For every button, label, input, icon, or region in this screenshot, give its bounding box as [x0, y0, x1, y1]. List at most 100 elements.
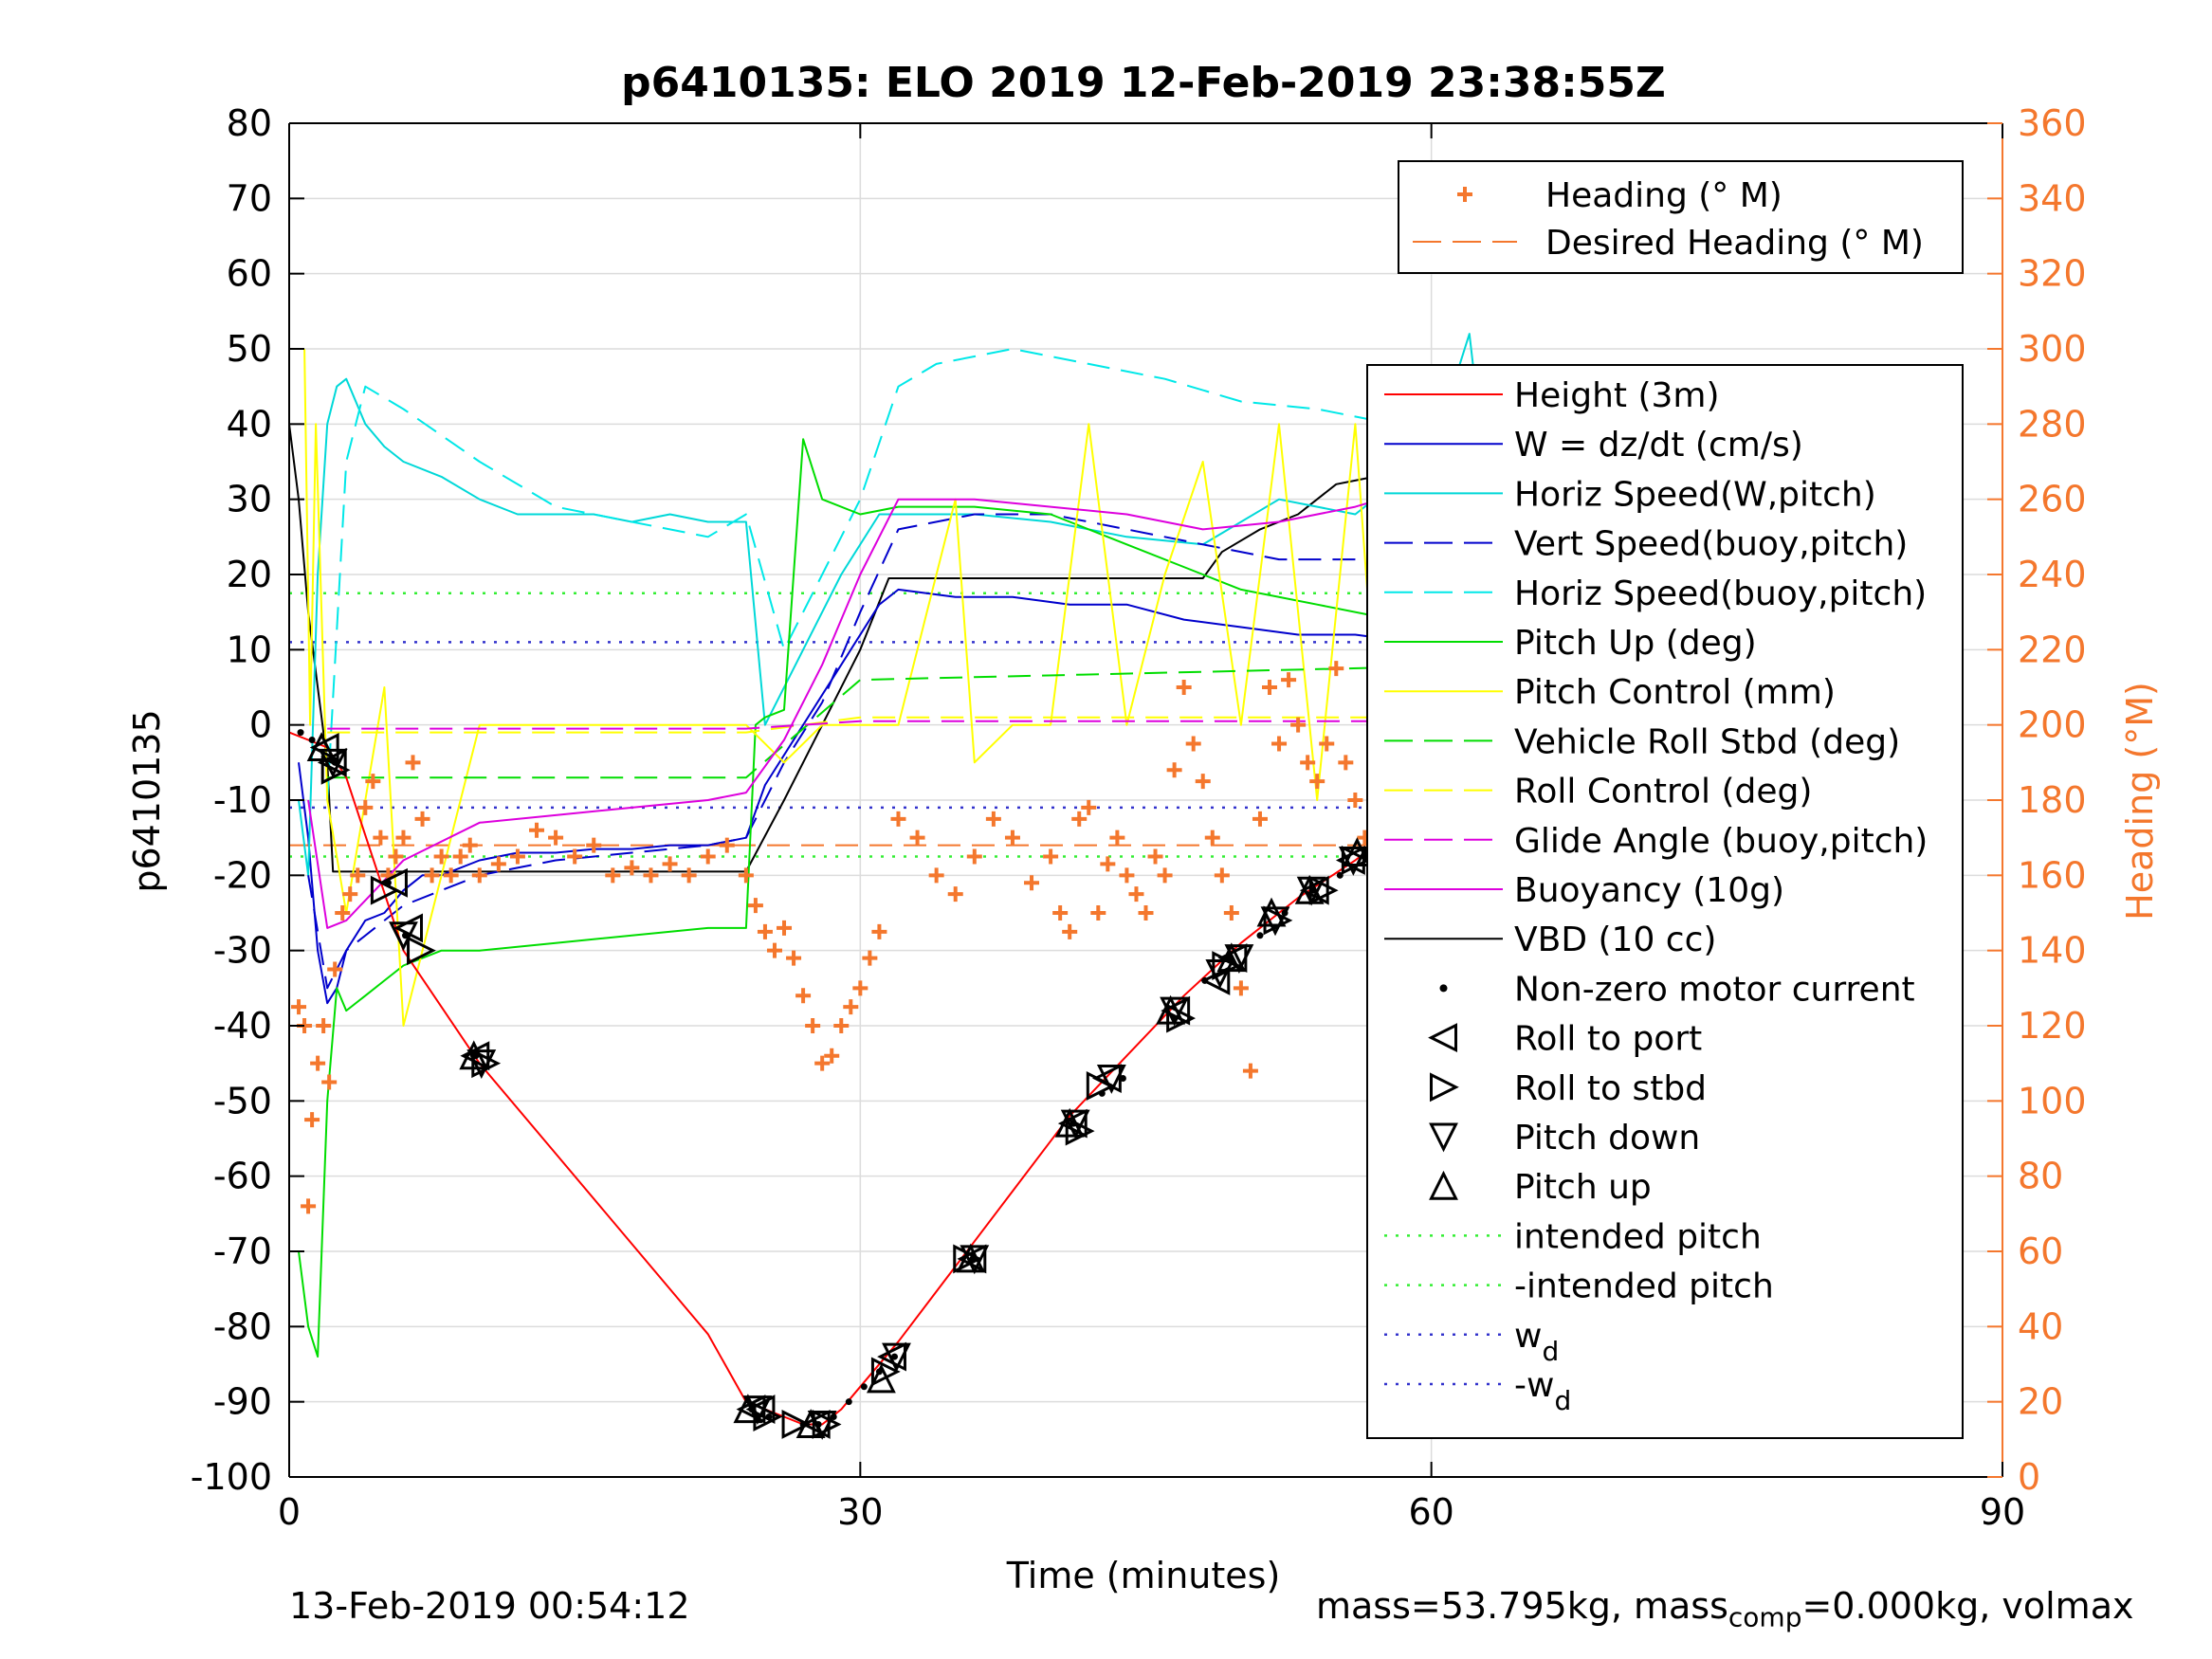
legend-label: Glide Angle (buoy,pitch) [1514, 822, 1928, 861]
heading-point [462, 837, 478, 853]
y-tick-label: -90 [213, 1381, 272, 1423]
legend-label: Roll to port [1514, 1020, 1702, 1059]
legend-label: Pitch up [1514, 1168, 1652, 1207]
mass-note-subscript: comp [1728, 1601, 1802, 1633]
right-y-tick-label: 280 [2018, 403, 2087, 445]
heading-point [1062, 923, 1078, 939]
pitch-up-marker [1342, 837, 1372, 867]
motor-current-point [845, 1398, 852, 1406]
right-y-tick-label: 320 [2018, 253, 2087, 295]
right-y-tick-label: 200 [2018, 704, 2087, 746]
legend-label: Pitch Up (deg) [1514, 624, 1757, 663]
heading-point [890, 811, 906, 827]
pitch-up-marker [459, 1040, 489, 1070]
heading-point [777, 920, 793, 936]
heading-point [1138, 905, 1154, 921]
heading-point [833, 1018, 850, 1033]
x-tick-label: 30 [837, 1491, 883, 1533]
y-tick-label: 40 [227, 403, 272, 445]
heading-point [1043, 848, 1059, 865]
legend-label: -intended pitch [1514, 1267, 1774, 1306]
series-pitch-control-mm [303, 348, 1508, 1027]
roll-to-stbd-marker [1086, 1071, 1116, 1101]
roll-to-stbd-marker [320, 755, 351, 785]
x-tick-label: 0 [278, 1491, 301, 1533]
right-y-tick-label: 120 [2018, 1005, 2087, 1047]
heading-point [1100, 856, 1116, 872]
heading-point [304, 1112, 320, 1128]
x-tick-label: 90 [1980, 1491, 2025, 1533]
mass-note: mass=53.795kg, masscomp=0.000kg, volmax [1316, 1585, 2133, 1633]
heading-point [862, 950, 878, 966]
heading-point [1128, 886, 1144, 902]
heading-point [490, 856, 506, 872]
heading-point [335, 905, 351, 921]
x-tick-label: 60 [1408, 1491, 1453, 1533]
pitch-down-marker [1224, 944, 1254, 974]
roll-to-stbd-marker [370, 875, 400, 905]
heading-point [1262, 680, 1278, 695]
pitch-down-marker [960, 1245, 990, 1275]
heading-point [310, 1055, 326, 1071]
legend-sample [1429, 1170, 1458, 1200]
heading-point [327, 961, 343, 977]
heading-point [852, 980, 868, 996]
heading-point [1052, 905, 1069, 921]
right-y-tick-label: 0 [2018, 1456, 2040, 1498]
pitch-down-marker [882, 1342, 911, 1373]
y-tick-label: 50 [227, 328, 272, 370]
legend-label: Pitch Control (mm) [1514, 673, 1836, 712]
right-y-tick-label: 20 [2018, 1381, 2063, 1423]
right-y-tick-label: 300 [2018, 328, 2087, 370]
right-y-tick-label: 220 [2018, 629, 2087, 670]
pitch-up-marker [733, 1394, 763, 1424]
motor-current-point [308, 737, 316, 744]
right-y-axis-label: Heading (°M) [2119, 682, 2161, 921]
pitch-down-marker [1296, 876, 1326, 906]
heading-point [316, 1018, 332, 1033]
y-tick-label: -80 [213, 1305, 272, 1347]
pitch-up-marker [795, 1409, 826, 1438]
y-tick-label: 70 [227, 177, 272, 219]
heading-point [1214, 867, 1230, 884]
markers-layer [291, 604, 1524, 1440]
legend-label: Desired Heading (° M) [1545, 224, 1924, 263]
heading-point [452, 848, 468, 865]
heading-point [966, 848, 982, 865]
y-tick-label: 20 [227, 554, 272, 595]
right-y-tick-label: 100 [2018, 1080, 2087, 1121]
y-tick-label: -10 [213, 779, 272, 821]
legend-label: wd [1514, 1317, 1559, 1367]
heading-point [1290, 717, 1307, 733]
heading-point [1024, 875, 1040, 891]
heading-point [424, 867, 440, 884]
legend-label: Heading (° M) [1545, 176, 1782, 215]
heading-point [350, 867, 366, 884]
legend-main: Height (3m) W = dz/dt (cm/s) Horiz Speed(W… [1366, 364, 1964, 1439]
heading-point [1195, 774, 1211, 790]
heading-point [795, 988, 812, 1004]
legend-label: Horiz Speed(buoy,pitch) [1514, 574, 1927, 613]
right-y-tick-label: 80 [2018, 1156, 2063, 1197]
y-tick-label: 80 [227, 102, 272, 144]
legend-sample [1429, 1122, 1458, 1153]
right-y-tick-label: 60 [2018, 1231, 2063, 1272]
legend-main-box [1366, 364, 1964, 1439]
motor-current-point [890, 1353, 898, 1360]
y-tick-label: -100 [191, 1456, 272, 1498]
pitch-down-marker [1205, 958, 1235, 989]
motor-current-point [860, 1383, 868, 1391]
heading-point [1204, 830, 1220, 846]
heading-point [824, 1048, 840, 1064]
heading-point [342, 886, 358, 902]
heading-point [871, 923, 887, 939]
y-tick-label: 30 [227, 479, 272, 520]
heading-point [1281, 672, 1297, 688]
series-vehicle-roll-stbd-deg [327, 664, 1508, 779]
heading-point [766, 942, 782, 958]
timestamp-note: 13-Feb-2019 00:54:12 [289, 1585, 690, 1627]
series-height-3m [288, 723, 1508, 1426]
heading-point [643, 867, 659, 884]
heading-point [1109, 830, 1125, 846]
heading-point [843, 999, 859, 1015]
